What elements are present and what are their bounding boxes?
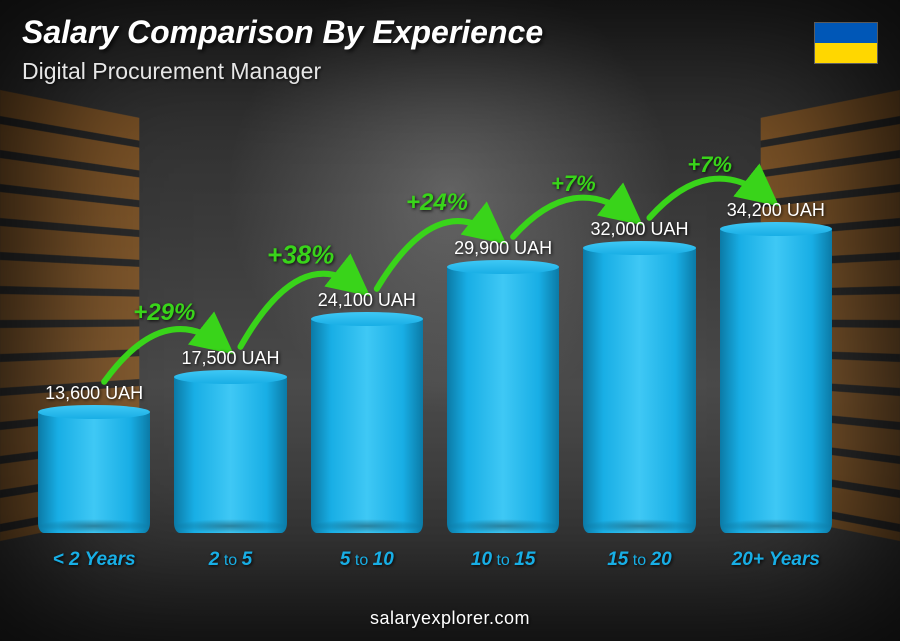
bar-bottom-shadow: [38, 519, 150, 533]
bar: [174, 377, 286, 533]
bar-bottom-shadow: [583, 519, 695, 533]
bars-row: 13,600 UAH 17,500 UAH 24,100 UAH 29,900 UAH…: [30, 100, 840, 533]
flag-icon: [814, 22, 878, 64]
bar-bottom-shadow: [311, 519, 423, 533]
flag-bottom-stripe: [815, 43, 877, 63]
bar-top-ellipse: [583, 241, 695, 255]
bar-bottom-shadow: [174, 519, 286, 533]
bar-front: [447, 267, 559, 533]
bar-chart: +29%+38%+24%+7%+7% 13,600 UAH17,500 UAH2…: [30, 100, 840, 571]
bar-value-label: 32,000 UAH: [590, 219, 688, 240]
bar-bottom-shadow: [720, 519, 832, 533]
bar-top-ellipse: [720, 222, 832, 236]
x-axis-label: 5 to 10: [311, 549, 423, 571]
bar-front: [311, 319, 423, 533]
page-title: Salary Comparison By Experience: [22, 14, 543, 51]
page-subtitle: Digital Procurement Manager: [22, 58, 321, 85]
bar-front: [583, 248, 695, 533]
attribution: salaryexplorer.com: [0, 608, 900, 629]
x-axis-label: 15 to 20: [583, 549, 695, 571]
bar-front: [720, 229, 832, 533]
bar: [583, 248, 695, 533]
bar: [38, 412, 150, 533]
bar-value-label: 13,600 UAH: [45, 383, 143, 404]
bar-column: 34,200 UAH: [720, 200, 832, 533]
bar-bottom-shadow: [447, 519, 559, 533]
bar-top-ellipse: [447, 260, 559, 274]
bar-top-ellipse: [38, 405, 150, 419]
bar-value-label: 24,100 UAH: [318, 290, 416, 311]
bar-value-label: 17,500 UAH: [181, 348, 279, 369]
bar-value-label: 29,900 UAH: [454, 238, 552, 259]
bar: [311, 319, 423, 533]
bar-column: 29,900 UAH: [447, 238, 559, 533]
bar-value-label: 34,200 UAH: [727, 200, 825, 221]
bar-top-ellipse: [311, 312, 423, 326]
bar-front: [38, 412, 150, 533]
x-axis-label: < 2 Years: [38, 549, 150, 571]
bar-column: 24,100 UAH: [311, 290, 423, 533]
bar-front: [174, 377, 286, 533]
bar: [720, 229, 832, 533]
x-labels-row: < 2 Years 2 to 5 5 to 10 10 to 15 15 to 20 20…: [30, 549, 840, 571]
chart-container: Salary Comparison By Experience Digital …: [0, 0, 900, 641]
x-axis-label: 10 to 15: [447, 549, 559, 571]
bar-column: 13,600 UAH: [38, 383, 150, 533]
bar-column: 17,500 UAH: [174, 348, 286, 533]
bar: [447, 267, 559, 533]
flag-top-stripe: [815, 23, 877, 43]
x-axis-label: 20+ Years: [720, 549, 832, 571]
x-axis-label: 2 to 5: [174, 549, 286, 571]
bar-column: 32,000 UAH: [583, 219, 695, 533]
bar-top-ellipse: [174, 370, 286, 384]
